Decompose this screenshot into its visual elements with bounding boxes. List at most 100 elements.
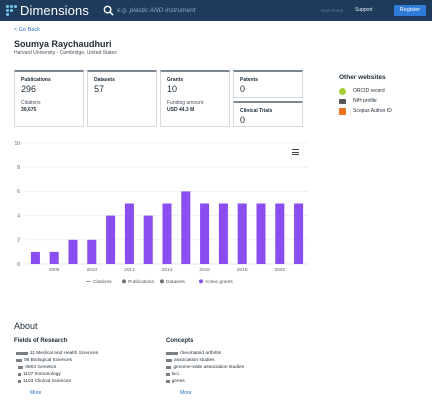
datasets-label: Datasets: [94, 77, 115, 83]
citations-label: Citations: [21, 100, 41, 106]
list-item[interactable]: 06 Biological Sciences: [16, 357, 72, 363]
list-item[interactable]: loci: [166, 371, 179, 377]
x-tick-label: 2018: [237, 267, 248, 273]
y-tick-label: 2: [17, 238, 20, 244]
list-item[interactable]: genome-wide association studies: [166, 364, 244, 370]
y-tick-label: 4: [17, 213, 20, 219]
list-item-label: rheumatoid arthritis: [180, 350, 222, 356]
list-item-bar: [16, 358, 22, 362]
y-tick-label: 6: [17, 189, 20, 195]
bar: [30, 251, 40, 264]
publications-label: Publications: [21, 77, 51, 83]
list-item-bar: [166, 379, 170, 383]
bar: [294, 203, 304, 264]
bar: [181, 191, 191, 264]
about-title: About: [14, 321, 38, 331]
bar: [200, 203, 210, 264]
x-tick-label: 2016: [199, 267, 210, 273]
new-portal-link[interactable]: New Portal: [321, 8, 344, 13]
patents-label: Patents: [240, 77, 259, 83]
dimensions-logo-icon: [6, 5, 17, 16]
orcid-link[interactable]: ORCID record: [339, 87, 385, 95]
dimensions-logo[interactable]: Dimensions: [6, 3, 89, 18]
bar: [237, 203, 247, 264]
bar: [218, 203, 228, 264]
x-tick-label: 2012: [124, 267, 135, 273]
list-item-bar: [18, 372, 21, 376]
list-item[interactable]: rheumatoid arthritis: [166, 350, 221, 356]
support-link[interactable]: Support: [355, 7, 373, 13]
funding-amount-value: USD 44.3 M: [167, 107, 195, 113]
datasets-card[interactable]: Datasets 57: [87, 70, 157, 127]
list-item[interactable]: 1107 Immunology: [18, 371, 61, 377]
person-affiliation: Harvard University - Cambridge, United S…: [14, 50, 117, 56]
legend-entry: Citations: [93, 279, 112, 285]
bar: [143, 215, 153, 264]
list-item-label: 1107 Immunology: [23, 371, 61, 377]
list-item-label: 11 Medical and Health Sciences: [30, 350, 99, 356]
scopus-label: Scopus Author ID: [353, 108, 392, 114]
bar: [275, 203, 285, 264]
register-button[interactable]: Register: [394, 5, 426, 16]
orcid-label: ORCID record: [353, 88, 385, 94]
list-item-bar: [166, 372, 170, 376]
y-tick-label: 0: [17, 262, 20, 268]
top-bar: Dimensions New Portal Support Register: [0, 0, 432, 21]
list-item-label: 1103 Clinical Sciences: [23, 378, 71, 384]
scopus-icon: [339, 107, 346, 115]
list-item-bar: [166, 358, 172, 362]
list-item[interactable]: 1103 Clinical Sciences: [18, 378, 71, 384]
grants-value: 10: [167, 84, 178, 94]
concepts-more-link[interactable]: More: [180, 390, 192, 396]
list-item[interactable]: association studies: [166, 357, 215, 363]
bar: [106, 215, 116, 264]
legend-marker: [160, 279, 164, 284]
search-icon[interactable]: [103, 5, 114, 16]
list-item[interactable]: 0604 Genetics: [18, 364, 56, 370]
clinical-trials-label: Clinical Trials: [240, 108, 273, 114]
logo-text: Dimensions: [20, 3, 89, 18]
bar: [49, 251, 59, 264]
list-item-bar: [18, 379, 21, 383]
list-item-bar: [18, 365, 24, 369]
list-item-label: 0604 Genetics: [25, 364, 57, 370]
nih-label: NIH profile: [353, 98, 377, 104]
patents-card[interactable]: Patents 0: [233, 70, 303, 98]
concepts-title: Concepts: [166, 338, 194, 344]
bar: [162, 203, 172, 264]
scopus-link[interactable]: Scopus Author ID: [339, 107, 392, 115]
go-back-link[interactable]: < Go Back: [14, 27, 40, 33]
citations-value: 39,675: [21, 107, 37, 113]
list-item-label: loci: [171, 371, 179, 377]
legend-entry: Active grants: [205, 279, 233, 285]
x-tick-label: 2010: [86, 267, 97, 273]
legend-marker: [199, 279, 203, 284]
list-item-label: association studies: [174, 357, 215, 363]
publications-value: 296: [21, 84, 37, 94]
publications-card[interactable]: Publications 296 Citations 39,675: [14, 70, 84, 127]
y-tick-label: 10: [14, 141, 20, 147]
search-input[interactable]: [117, 3, 312, 18]
person-name: Soumya Raychaudhuri: [14, 39, 112, 49]
orcid-icon: [339, 87, 346, 95]
list-item-bar: [166, 365, 172, 369]
list-item[interactable]: genes: [166, 378, 185, 384]
grants-chart: 0 2 4 6 8 10 2008 2010 2012 2014 2016 2018 2020 Citat…: [14, 141, 308, 285]
list-item-label: genome-wide association studies: [173, 364, 245, 370]
patents-value: 0: [240, 84, 246, 94]
fields-more-link[interactable]: More: [30, 390, 42, 396]
list-item-bar: [166, 351, 178, 355]
clinical-trials-card[interactable]: Clinical Trials 0: [233, 101, 303, 127]
list-item-label: genes: [171, 378, 185, 384]
x-tick-label: 2008: [49, 267, 60, 273]
bar: [256, 203, 266, 264]
list-item[interactable]: 11 Medical and Health Sciences: [16, 350, 98, 356]
nih-profile-link[interactable]: NIH profile: [339, 97, 377, 105]
bar: [87, 239, 97, 264]
bar: [68, 239, 78, 264]
grants-card[interactable]: Grants 10 Funding amount USD 44.3 M: [160, 70, 230, 127]
clinical-trials-value: 0: [240, 115, 246, 125]
legend-entry: Datasets: [166, 279, 186, 285]
chart-menu-icon[interactable]: [292, 149, 299, 155]
y-tick-label: 8: [17, 165, 20, 171]
